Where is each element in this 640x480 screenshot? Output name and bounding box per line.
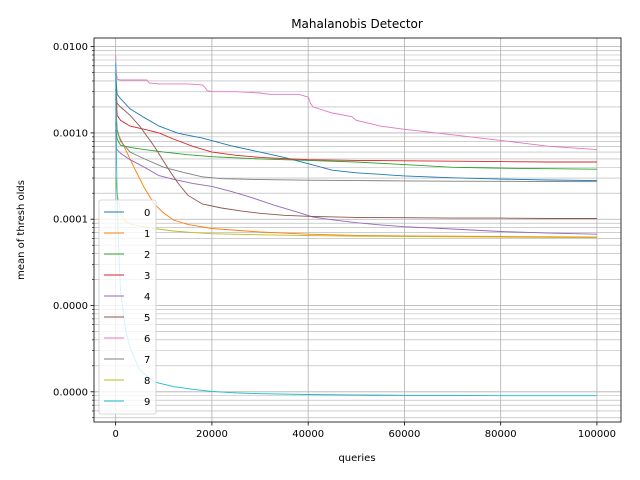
series-line-7 <box>115 97 597 183</box>
legend-label-2: 2 <box>144 250 150 261</box>
y-axis-label: mean of thresh olds <box>16 180 27 280</box>
legend-label-7: 7 <box>144 355 150 366</box>
series-line-1 <box>115 121 597 238</box>
x-tick-label: 100000 <box>578 429 616 440</box>
legend-label-3: 3 <box>144 271 150 282</box>
y-tick-label: 0.0010 <box>53 128 88 139</box>
x-tick-label: 60000 <box>389 429 421 440</box>
y-tick-label: 0.0100 <box>53 42 88 53</box>
y-tick-label: 0.0001 <box>53 215 88 226</box>
series-line-3 <box>115 79 597 163</box>
x-tick-label: 80000 <box>485 429 517 440</box>
series-line-5 <box>115 89 597 219</box>
y-tick-label: 0.0000 <box>53 387 88 398</box>
x-tick-label: 40000 <box>292 429 324 440</box>
legend-label-6: 6 <box>144 334 150 345</box>
legend-label-8: 8 <box>144 376 150 387</box>
x-tick-label: 0 <box>112 429 118 440</box>
axis-ticks: 0.0100 0.0010 0.0001 0.0000 0.0000 0 20000 4000… <box>53 42 616 440</box>
series-line-0 <box>115 73 597 182</box>
x-tick-label: 20000 <box>196 429 228 440</box>
legend-label-9: 9 <box>144 397 150 408</box>
legend-label-5: 5 <box>144 313 150 324</box>
chart-title: Mahalanobis Detector <box>291 17 423 31</box>
grid <box>94 38 621 422</box>
x-axis-label: queries <box>338 453 375 464</box>
series-line-4 <box>115 129 597 235</box>
legend: 0 1 2 3 4 5 6 7 8 9 <box>98 199 157 415</box>
y-tick-label: 0.0000 <box>53 301 88 312</box>
legend-label-0: 0 <box>144 208 150 219</box>
legend-label-1: 1 <box>144 229 150 240</box>
series-line-6 <box>115 55 597 151</box>
legend-label-4: 4 <box>144 292 150 303</box>
plot-frame <box>93 37 622 423</box>
